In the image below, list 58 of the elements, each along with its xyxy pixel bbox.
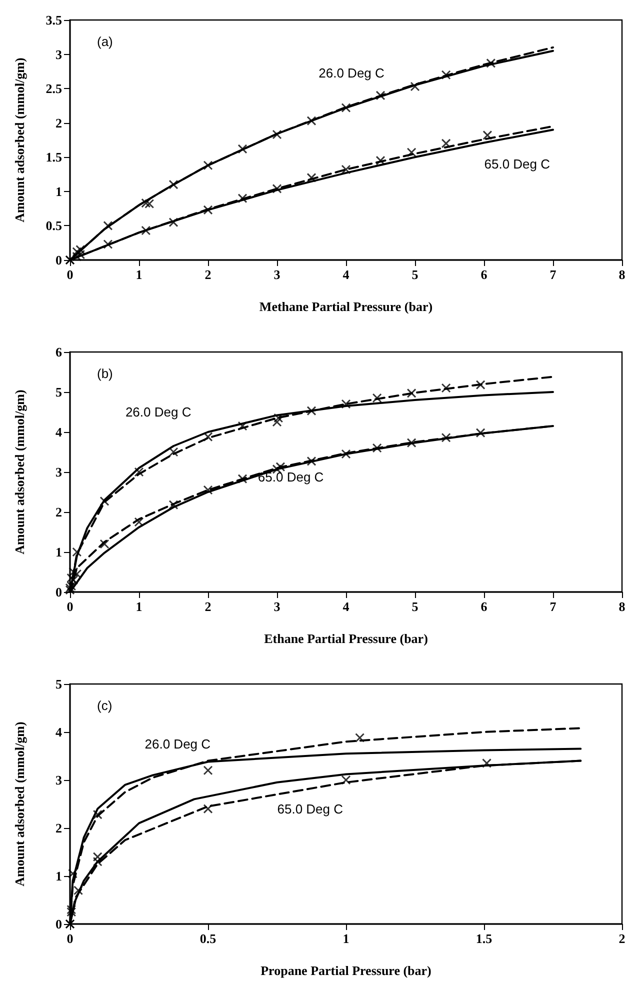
y-axis-title: Amount adsorbed (mmol/gm) (12, 58, 27, 222)
y-axis-title: Amount adsorbed (mmol/gm) (12, 390, 27, 554)
x-tick-label: 2 (204, 599, 212, 614)
x-tick-label: 0 (66, 267, 74, 282)
y-tick-label: 0.5 (46, 218, 62, 234)
y-tick-label: 2 (56, 115, 62, 130)
x-tick-label: 2 (204, 267, 212, 282)
x-tick-label: 1 (342, 931, 350, 946)
x-tick-label: 7 (550, 599, 557, 614)
x-axis-title: Methane Partial Pressure (bar) (259, 299, 433, 314)
y-tick-label: 2.5 (46, 81, 62, 96)
annotation: 26.0 Deg C (144, 736, 211, 752)
x-tick-label: 1 (136, 599, 142, 614)
text: (c) (97, 698, 112, 713)
x-tick-label: 1 (136, 267, 142, 282)
y-tick-label: 4 (56, 424, 62, 440)
x-tick-label: 3 (274, 267, 281, 282)
y-tick-label: 1 (56, 184, 62, 199)
x-tick-label: 0 (66, 931, 74, 946)
y-tick-label: 1 (56, 544, 62, 560)
y-tick-label: 0 (56, 584, 62, 600)
y-tick-label: 4 (56, 724, 62, 740)
x-tick-label: 4 (342, 267, 350, 282)
x-tick-label: 3 (274, 599, 281, 614)
x-tick-label: 1.5 (476, 931, 493, 946)
y-tick-label: 6 (56, 344, 62, 360)
y-tick-label: 2 (56, 504, 62, 520)
y-tick-label: 3 (56, 464, 62, 480)
y-tick-label: 5 (56, 384, 62, 400)
y-tick-label: 3.5 (46, 12, 62, 28)
y-tick-label: 0 (56, 916, 62, 932)
x-tick-label: 4 (342, 599, 350, 614)
y-tick-label: 3 (56, 772, 62, 788)
x-tick-label: 5 (412, 267, 419, 282)
x-tick-label: 8 (618, 599, 626, 614)
text: (a) (97, 34, 113, 49)
x-tick-label: 8 (618, 267, 626, 282)
x-tick-label: 0.5 (200, 931, 217, 946)
x-tick-label: 0 (66, 599, 74, 614)
y-tick-label: 2 (56, 820, 62, 836)
annotation: 26.0 Deg C (125, 404, 192, 420)
y-tick-label: 5 (56, 676, 62, 692)
annotation: 65.0 Deg C (484, 156, 550, 172)
y-axis-title: Amount adsorbed (mmol/gm) (12, 722, 27, 886)
x-axis-title: Propane Partial Pressure (bar) (260, 963, 432, 978)
y-tick-label: 1 (56, 868, 62, 884)
x-tick-label: 2 (618, 931, 626, 946)
x-tick-label: 5 (412, 599, 419, 614)
y-tick-label: 3 (56, 46, 62, 62)
x-tick-label: 7 (550, 267, 557, 282)
y-tick-label: 1.5 (46, 150, 62, 165)
x-axis-title: Ethane Partial Pressure (bar) (264, 631, 428, 646)
annotation: 65.0 Deg C (277, 801, 344, 816)
x-tick-label: 6 (480, 599, 488, 614)
annotation: 26.0 Deg C (318, 65, 384, 80)
text: (b) (97, 366, 113, 381)
y-tick-label: 0 (56, 252, 62, 268)
x-tick-label: 6 (480, 267, 488, 282)
